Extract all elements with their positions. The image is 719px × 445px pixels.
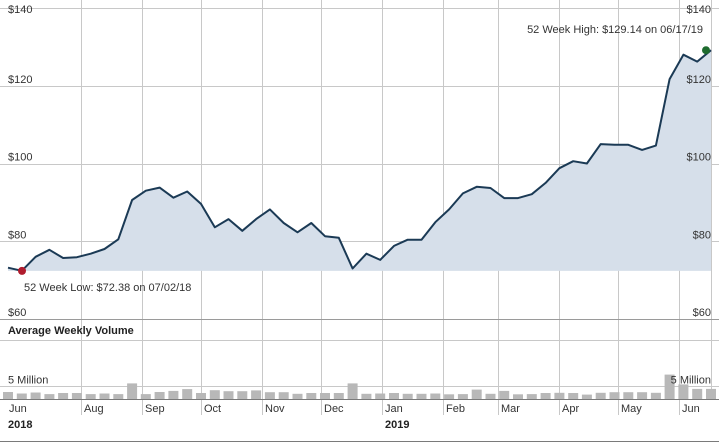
low-annotation: 52 Week Low: $72.38 on 07/02/18 <box>24 282 191 294</box>
volume-bar <box>513 394 523 399</box>
y-tick-label-left: $80 <box>8 229 26 241</box>
y-tick-label-right: $100 <box>687 152 711 164</box>
volume-reference-label-right: 5 Million <box>671 375 711 387</box>
y-tick-label-right: $140 <box>687 4 711 16</box>
year-label: 2019 <box>385 419 409 431</box>
volume-bar <box>278 392 289 399</box>
volume-bar <box>692 388 703 399</box>
month-label: Jan <box>385 403 403 415</box>
volume-bar <box>706 388 716 399</box>
volume-bar <box>182 389 193 399</box>
low-marker <box>18 266 26 275</box>
price-line <box>7 49 712 272</box>
volume-bar <box>637 392 648 399</box>
volume-bar <box>320 393 330 399</box>
volume-bar <box>609 392 620 399</box>
volume-bar <box>71 393 82 399</box>
volume-bar <box>292 393 303 399</box>
volume-bar <box>127 383 138 399</box>
volume-reference-label-left: 5 Million <box>8 375 48 387</box>
volume-bar <box>595 392 606 399</box>
y-tick-label-left: $100 <box>8 152 32 164</box>
month-label: Aug <box>84 403 104 415</box>
volume-bar <box>361 393 372 399</box>
volume-bar <box>402 393 413 399</box>
volume-bar <box>540 393 551 399</box>
volume-bar <box>209 390 220 399</box>
volume-bar <box>58 393 69 399</box>
volume-bar <box>499 390 510 399</box>
price-area-layer <box>7 46 712 275</box>
volume-bar <box>678 384 689 399</box>
volume-bar <box>251 390 262 399</box>
volume-bar <box>306 393 317 399</box>
volume-bar <box>471 389 482 399</box>
volume-bar <box>154 392 165 399</box>
label-layer: $60 $60 $80 $80 $100 $100 $120 $120 $140 $140 52 W… <box>8 4 711 431</box>
volume-bar <box>44 394 55 399</box>
y-tick-label-right: $80 <box>693 229 711 241</box>
month-label: Sep <box>145 403 165 415</box>
volume-bar <box>196 393 206 399</box>
high-marker <box>702 46 710 55</box>
volume-bar <box>581 394 592 399</box>
y-tick-label-left: $60 <box>8 307 26 319</box>
volume-bar <box>389 393 399 399</box>
volume-bar <box>650 392 661 399</box>
y-tick-label-left: $120 <box>8 74 32 86</box>
volume-bar <box>30 392 41 399</box>
month-label: May <box>621 403 642 415</box>
month-label: Jun <box>9 403 27 415</box>
volume-bar <box>457 394 468 399</box>
year-label: 2018 <box>8 419 32 431</box>
y-tick-label-left: $140 <box>8 4 32 16</box>
y-tick-label-right: $60 <box>693 307 711 319</box>
volume-bar <box>223 391 234 399</box>
volume-bar <box>347 383 358 399</box>
volume-bar <box>16 393 27 399</box>
volume-bar <box>623 392 634 399</box>
volume-bar <box>99 393 110 399</box>
price-area-fill <box>8 50 711 271</box>
month-label: Mar <box>501 403 520 415</box>
month-label: Nov <box>265 403 285 415</box>
volume-bar <box>430 393 441 399</box>
volume-bar <box>140 394 151 399</box>
volume-bar <box>264 392 275 399</box>
volume-bar <box>3 392 13 399</box>
volume-bar <box>168 390 179 399</box>
high-annotation: 52 Week High: $129.14 on 06/17/19 <box>527 24 703 36</box>
volume-bar <box>333 393 344 399</box>
volume-bar <box>237 391 248 399</box>
month-label: Jun <box>682 403 700 415</box>
volume-bar <box>664 374 675 399</box>
month-label: Oct <box>204 403 221 415</box>
month-label: Dec <box>324 403 344 415</box>
volume-bar <box>416 393 427 399</box>
volume-bar <box>485 393 496 399</box>
y-tick-label-right: $120 <box>687 74 711 86</box>
volume-bar <box>85 394 96 399</box>
volume-bars-layer <box>3 374 716 399</box>
volume-bar <box>113 394 124 399</box>
volume-bar <box>444 394 455 399</box>
volume-bar <box>526 394 537 399</box>
volume-title: Average Weekly Volume <box>8 325 134 337</box>
month-label: Feb <box>446 403 465 415</box>
volume-bar <box>375 393 386 399</box>
volume-bar <box>554 392 565 399</box>
volume-bar <box>568 393 579 399</box>
month-label: Apr <box>562 403 579 415</box>
